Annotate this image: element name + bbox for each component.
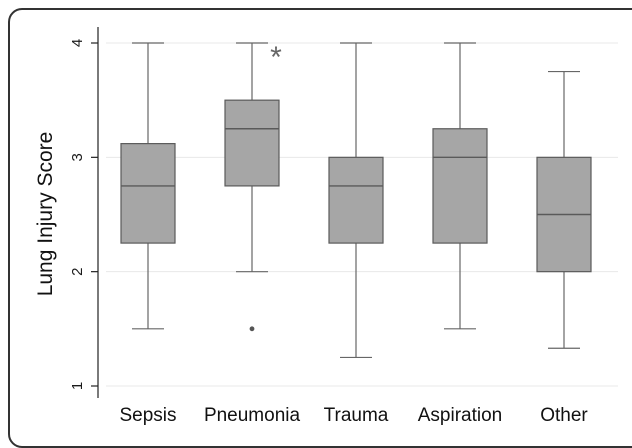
y-axis-title: Lung Injury Score xyxy=(34,132,57,297)
x-category-label-other: Other xyxy=(540,405,588,426)
y-tick-label-1: 1 xyxy=(69,382,86,390)
outlier-pneumonia-0 xyxy=(249,326,255,332)
box-aspiration xyxy=(432,128,488,244)
x-category-label-sepsis: Sepsis xyxy=(119,405,176,426)
x-category-label-trauma: Trauma xyxy=(324,405,389,426)
y-tick-label-3: 3 xyxy=(69,153,86,161)
x-category-label-aspiration: Aspiration xyxy=(418,405,503,426)
box-trauma xyxy=(328,156,384,244)
x-category-label-pneumonia: Pneumonia xyxy=(204,405,301,426)
box-pneumonia xyxy=(224,99,280,187)
box-sepsis xyxy=(120,143,176,244)
box-plot-chart: 1 2 3 4 Lung Injury Score Sepsis Pneumonia Trau… xyxy=(34,27,618,426)
significance-asterisk: * xyxy=(270,41,282,74)
y-tick-label-2: 2 xyxy=(69,267,86,275)
y-tick-label-4: 4 xyxy=(69,39,86,47)
